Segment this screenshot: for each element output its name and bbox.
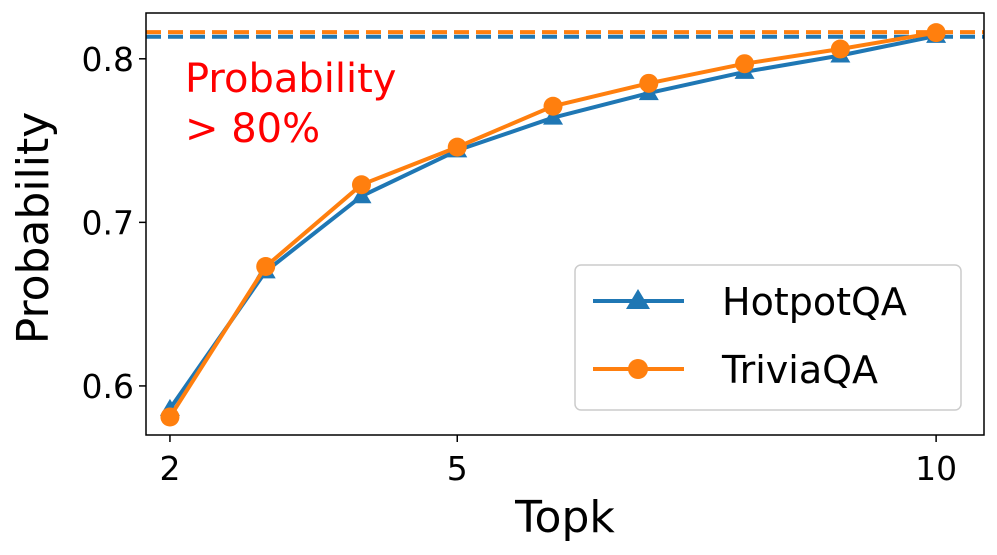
y-tick-label: 0.8 xyxy=(82,40,134,79)
legend-item-triviaqa: TriviaQA xyxy=(593,348,878,392)
x-axis-ticks: 2 5 10 xyxy=(159,435,957,488)
y-tick-label: 0.6 xyxy=(82,367,134,406)
legend-item-hotpotqa: HotpotQA xyxy=(593,280,907,324)
data-point-triviaqa xyxy=(830,39,850,59)
annotation: Probability > 80% xyxy=(185,56,396,152)
data-point-triviaqa xyxy=(160,407,180,427)
data-point-triviaqa xyxy=(639,73,659,93)
data-point-triviaqa xyxy=(256,257,276,277)
legend-marker-triangle xyxy=(626,289,650,309)
y-axis-ticks: 0.6 0.7 0.8 xyxy=(82,40,146,406)
data-point-hotpotqa xyxy=(543,107,564,125)
annotation-line-1: Probability xyxy=(185,56,396,102)
series-layer xyxy=(159,23,947,427)
data-point-triviaqa xyxy=(543,96,563,116)
legend-label-triviaqa: TriviaQA xyxy=(721,348,878,392)
reference-lines xyxy=(146,30,984,39)
data-point-triviaqa xyxy=(926,23,946,43)
legend-label-hotpotqa: HotpotQA xyxy=(722,280,907,324)
x-axis-title: Topk xyxy=(514,492,615,543)
data-point-triviaqa xyxy=(351,175,371,195)
x-tick-label: 2 xyxy=(159,449,180,488)
legend-marker-circle xyxy=(628,359,648,379)
x-tick-label: 10 xyxy=(915,449,957,488)
y-tick-label: 0.7 xyxy=(82,203,134,242)
series-triviaqa xyxy=(160,23,946,427)
data-point-hotpotqa xyxy=(351,186,372,204)
y-axis-title: Probability xyxy=(8,112,59,345)
annotation-line-2: > 80% xyxy=(185,106,320,152)
data-point-triviaqa xyxy=(735,54,755,74)
legend: HotpotQA TriviaQA xyxy=(574,264,962,411)
plot-frame xyxy=(145,12,985,436)
x-tick-label: 5 xyxy=(447,449,468,488)
data-point-triviaqa xyxy=(447,137,467,157)
